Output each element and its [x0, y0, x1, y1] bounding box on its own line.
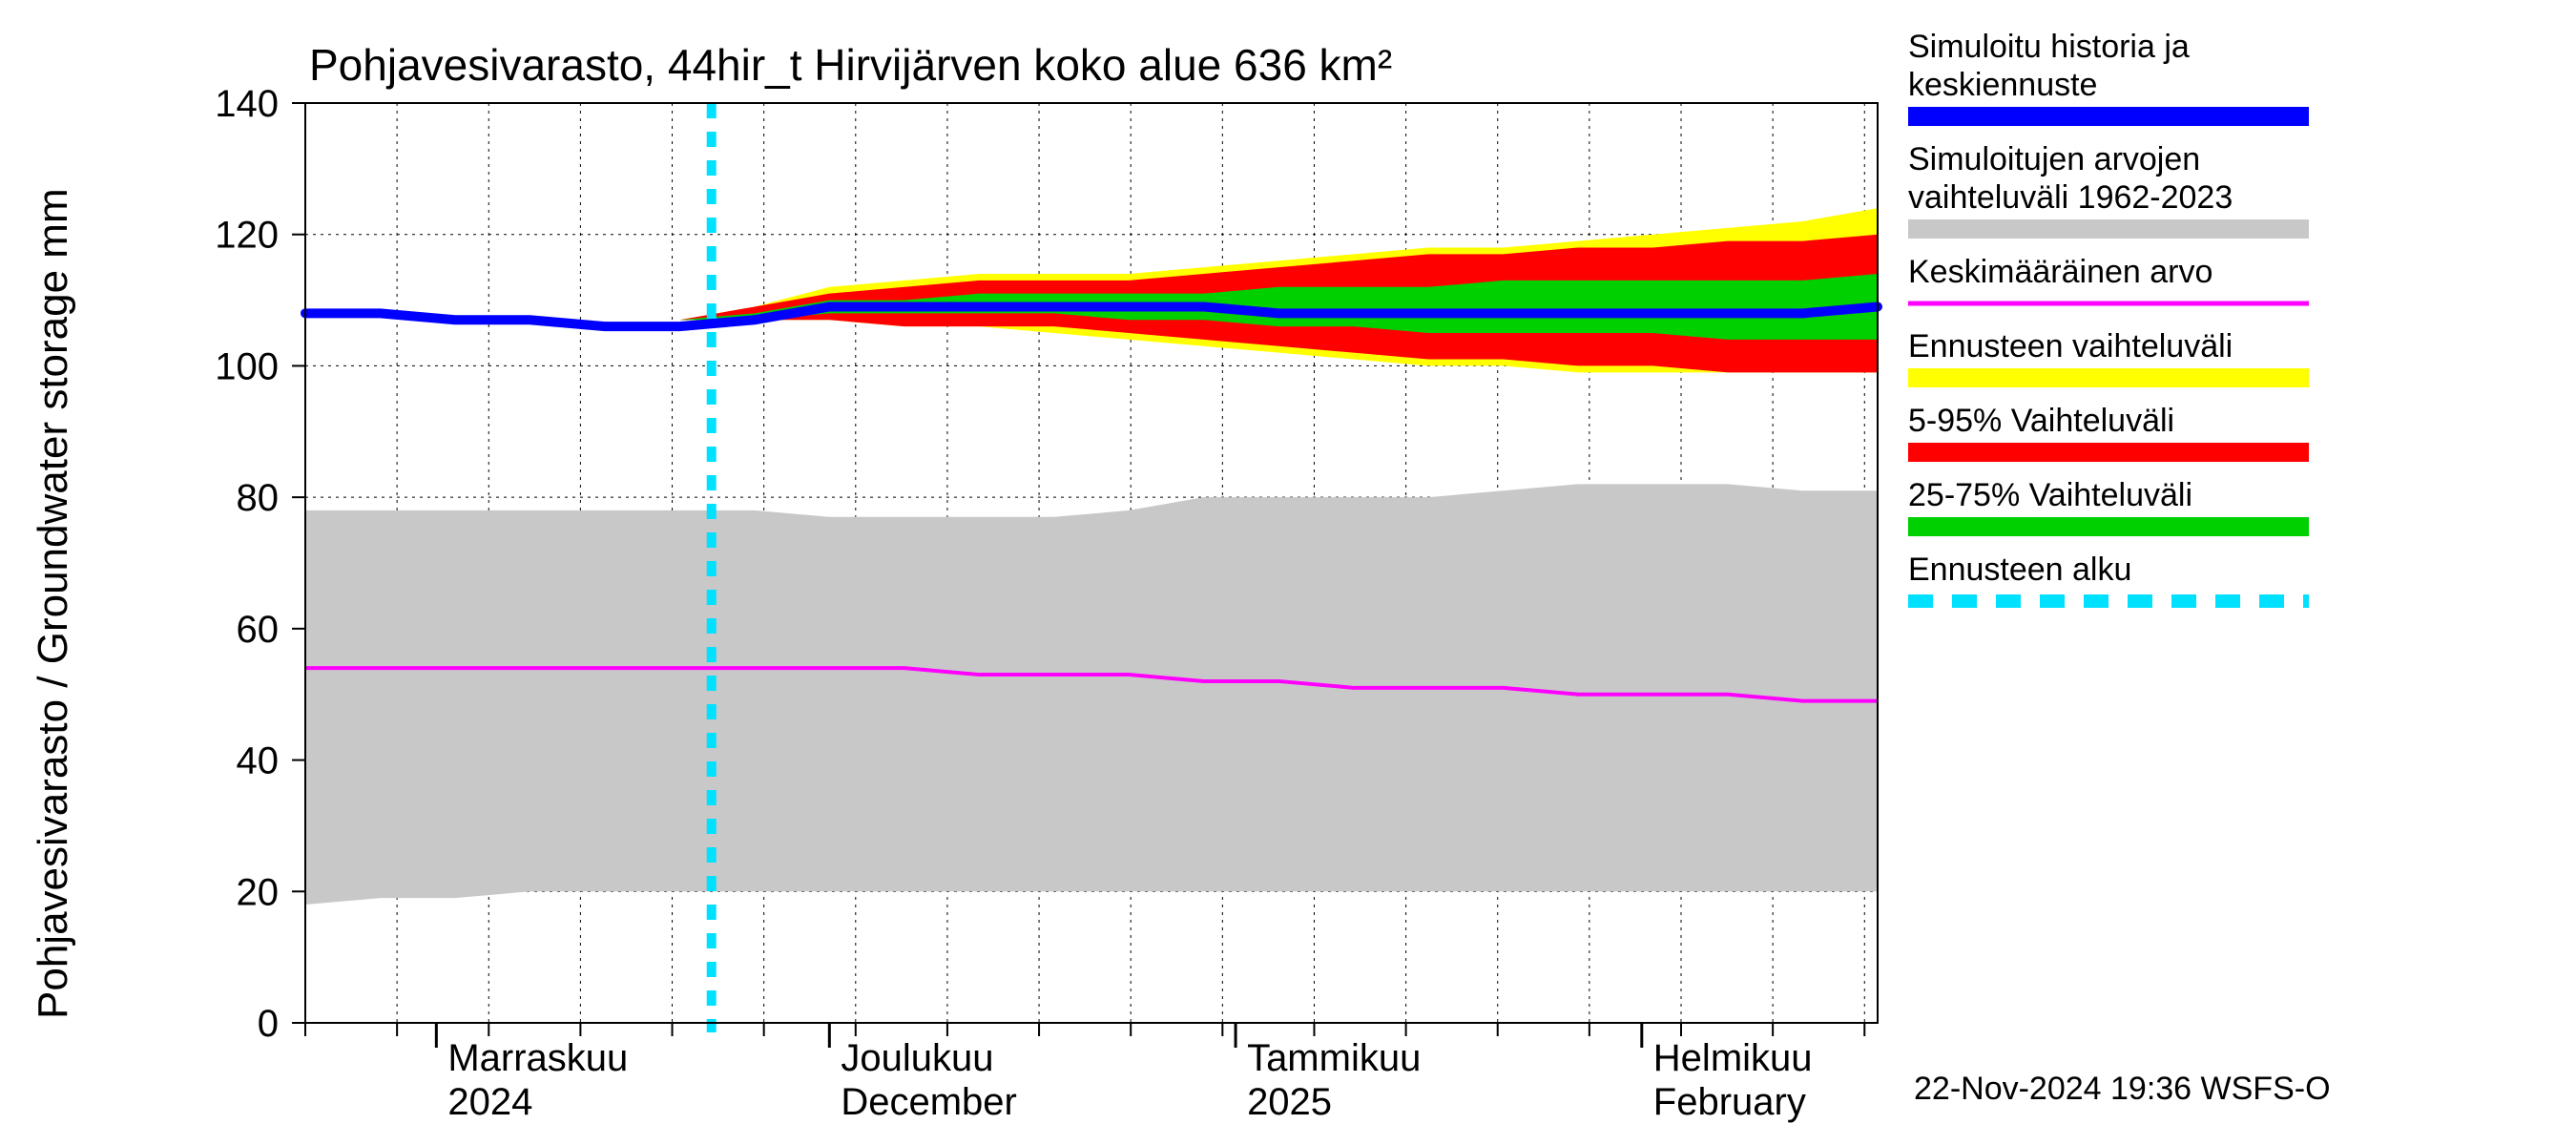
y-tick-label: 140	[215, 83, 279, 125]
legend-swatch	[1908, 517, 2309, 536]
x-major-label-top: Helmikuu	[1653, 1037, 1813, 1079]
y-tick-label: 80	[237, 477, 280, 519]
legend-label: 5-95% Vaihteluväli	[1908, 403, 2174, 439]
legend-label: Simuloitujen arvojen	[1908, 141, 2200, 177]
legend-swatch	[1908, 368, 2309, 387]
legend-label: Ennusteen vaihteluväli	[1908, 328, 2233, 364]
legend-label: Keskimääräinen arvo	[1908, 254, 2212, 290]
x-major-label-bottom: 2025	[1247, 1081, 1332, 1123]
footer-timestamp: 22-Nov-2024 19:36 WSFS-O	[1914, 1071, 2331, 1107]
legend-swatch	[1908, 107, 2309, 126]
legend-swatch	[1908, 443, 2309, 462]
chart-root: 0 20 40 60 80 100 120 140 Pohjavesivarasto, 44hi…	[0, 0, 2576, 1145]
legend-label: vaihteluväli 1962-2023	[1908, 179, 2233, 216]
legend-label: Simuloitu historia ja	[1908, 29, 2190, 65]
y-tick-label: 20	[237, 871, 280, 913]
legend-swatch	[1908, 219, 2309, 239]
legend-label: 25-75% Vaihteluväli	[1908, 477, 2192, 513]
x-major-label-bottom: December	[841, 1081, 1017, 1123]
y-tick-label: 0	[258, 1003, 279, 1045]
x-major-label-top: Marraskuu	[447, 1037, 628, 1079]
chart-svg: 0 20 40 60 80 100 120 140 Pohjavesivarasto, 44hi…	[0, 0, 2576, 1145]
y-tick-label: 120	[215, 215, 279, 257]
y-tick-label: 60	[237, 609, 280, 651]
x-major-label-bottom: 2024	[447, 1081, 532, 1123]
legend-label: keskiennuste	[1908, 67, 2097, 103]
x-major-label-top: Tammikuu	[1247, 1037, 1421, 1079]
chart-title: Pohjavesivarasto, 44hir_t Hirvijärven ko…	[309, 40, 1392, 90]
x-major-label-top: Joulukuu	[841, 1037, 993, 1079]
x-major-label-bottom: February	[1653, 1081, 1806, 1123]
y-tick-label: 100	[215, 345, 279, 387]
legend-label: Ennusteen alku	[1908, 552, 2131, 588]
y-tick-label: 40	[237, 740, 280, 782]
y-axis-label: Pohjavesivarasto / Groundwater storage m…	[30, 188, 76, 1019]
